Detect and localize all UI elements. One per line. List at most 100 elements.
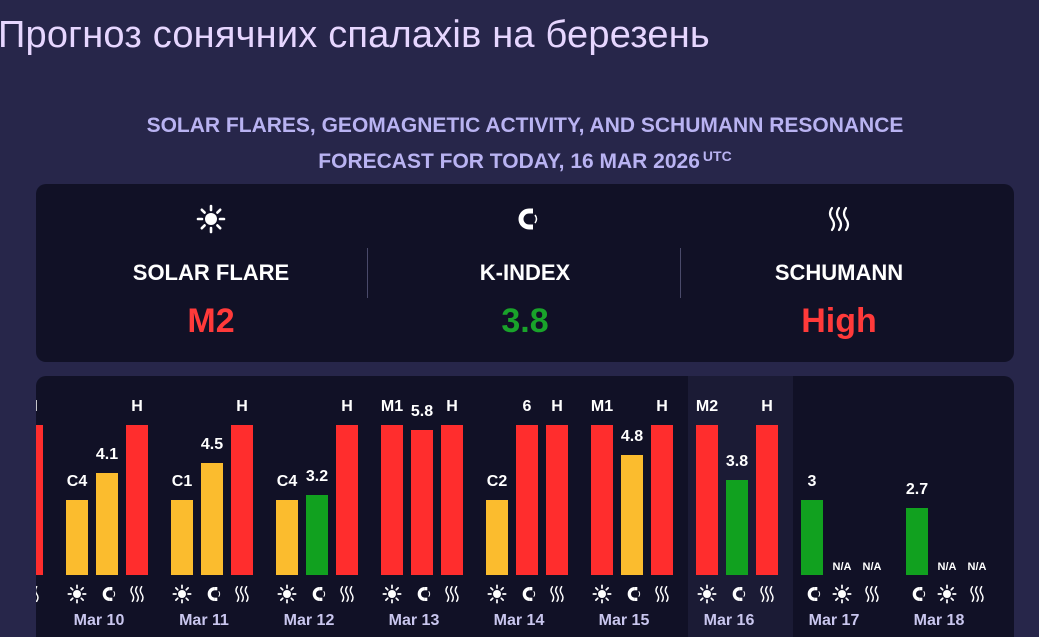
chart-bar: [546, 425, 568, 575]
bar-value-label: H: [131, 398, 143, 415]
chart-bar: [36, 425, 43, 575]
date-label: Mar 15: [598, 612, 650, 629]
schumann-value: High: [801, 302, 877, 340]
forecast-timeline-chart: C4 4.1 H Mar 10 C1 4.5 H Mar 11 C4 3.2 H Mar 12 M1 5.…: [36, 376, 1014, 637]
bar-value-label: H: [236, 398, 248, 415]
divider: [367, 248, 368, 298]
waves-icon: [757, 584, 777, 604]
waves-icon: [232, 584, 252, 604]
chart-bar: [726, 480, 748, 575]
waves-icon: [36, 584, 42, 604]
subtitle-date: FORECAST FOR TODAY, 16 MAR 2026: [318, 150, 700, 173]
bar-value-label: 4.1: [95, 445, 119, 463]
waves-icon: [127, 584, 147, 604]
k-index-value: 3.8: [501, 302, 549, 340]
bar-value-label: C4: [66, 473, 88, 490]
k-index-metric: K-INDEX 3.8: [365, 184, 685, 362]
waves-icon: [337, 584, 357, 604]
divider: [680, 248, 681, 298]
magnet-icon: [907, 584, 927, 604]
chart-bar: [486, 500, 508, 575]
chart-bar: [621, 455, 643, 575]
date-label: Mar 13: [388, 612, 440, 629]
bar-value-label: C1: [171, 473, 193, 490]
chart-bar: [66, 500, 88, 575]
bar-value-label: N/A: [832, 561, 852, 573]
sun-icon: [487, 584, 507, 604]
chart-bar: [381, 425, 403, 575]
bar-value-label: N/A: [937, 561, 957, 573]
bar-value-label: H: [551, 398, 563, 415]
bar-value-label: M2: [695, 398, 719, 415]
page-title: Прогноз сонячних спалахів на березень: [0, 14, 710, 56]
date-label: Mar 18: [913, 612, 965, 629]
bar-value-label: 2.7: [905, 480, 929, 498]
chart-bar: [756, 425, 778, 575]
sun-icon: [592, 584, 612, 604]
utc-marker: UTC: [702, 148, 732, 164]
waves-icon: [442, 584, 462, 604]
bar-value-label: 4.8: [620, 428, 644, 445]
chart-bar: [591, 425, 613, 575]
chart-bar: [201, 462, 223, 575]
chart-bar: [696, 425, 718, 575]
bar-value-label: C4: [276, 473, 298, 490]
bar-value-label: 3: [807, 473, 817, 490]
magnet-icon: [622, 584, 642, 604]
date-label: Mar 10: [73, 612, 125, 629]
subtitle-line-1: SOLAR FLARES, GEOMAGNETIC ACTIVITY, AND …: [146, 114, 904, 137]
bar-value-label: H: [446, 398, 458, 415]
sun-icon: [277, 584, 297, 604]
magnet-icon: [365, 204, 685, 234]
today-summary-card: SOLAR FLARE M2 K-INDEX 3.8 SCHU: [36, 184, 1014, 362]
bar-value-label: N/A: [862, 561, 882, 573]
subtitle-line-2: FORECAST FOR TODAY, 16 MAR 2026 UTC: [40, 141, 1010, 177]
k-index-label: K-INDEX: [479, 260, 571, 285]
date-label: Mar 11: [179, 612, 229, 629]
bar-value-label: 6: [522, 398, 532, 415]
bar-value-label: 3.2: [305, 468, 329, 485]
chart-bar: [336, 425, 358, 575]
chart-bar: [96, 472, 118, 575]
date-label: Mar 16: [703, 612, 755, 629]
magnet-icon: [727, 584, 747, 604]
bar-value-label: H: [36, 398, 54, 416]
chart-bar: [441, 425, 463, 575]
waves-icon: [652, 584, 672, 604]
forecast-subtitle: SOLAR FLARES, GEOMAGNETIC ACTIVITY, AND …: [40, 110, 1010, 177]
bar-value-label: N/A: [967, 561, 987, 573]
bar-value-label: C2: [486, 473, 508, 490]
sun-icon: [697, 584, 717, 604]
chart-bar: [801, 500, 823, 575]
chart-bar: [126, 425, 148, 575]
magnet-icon: [802, 584, 822, 604]
bar-value-label: H: [341, 398, 353, 415]
sun-icon: [51, 204, 371, 234]
chart-bar: [411, 430, 433, 575]
waves-icon: [547, 584, 567, 604]
bar-value-label: 4.5: [200, 435, 224, 453]
bar-value-label: 3.8: [725, 453, 749, 470]
magnet-icon: [307, 584, 327, 604]
sun-icon: [382, 584, 402, 604]
date-label: Mar 14: [493, 612, 545, 629]
magnet-icon: [97, 584, 117, 604]
schumann-label: SCHUMANN: [774, 260, 904, 285]
bar-value-label: M1: [590, 398, 614, 415]
sun-icon: [172, 584, 192, 604]
magnet-icon: [517, 584, 537, 604]
waves-icon: [679, 204, 999, 234]
bar-value-label: H: [656, 398, 668, 415]
date-label: Mar 12: [283, 612, 335, 629]
bar-value-label: 5.8: [410, 403, 434, 420]
solar-flare-label: SOLAR FLARE: [132, 260, 290, 285]
waves-icon: [967, 584, 987, 604]
bar-value-label: H: [761, 398, 773, 415]
sun-icon: [937, 584, 957, 604]
solar-flare-value: M2: [187, 302, 235, 340]
chart-bar: [306, 495, 328, 575]
bar-value-label: M1: [380, 398, 404, 415]
chart-bar: [276, 500, 298, 575]
chart-bar: [171, 500, 193, 575]
magnet-icon: [202, 584, 222, 604]
